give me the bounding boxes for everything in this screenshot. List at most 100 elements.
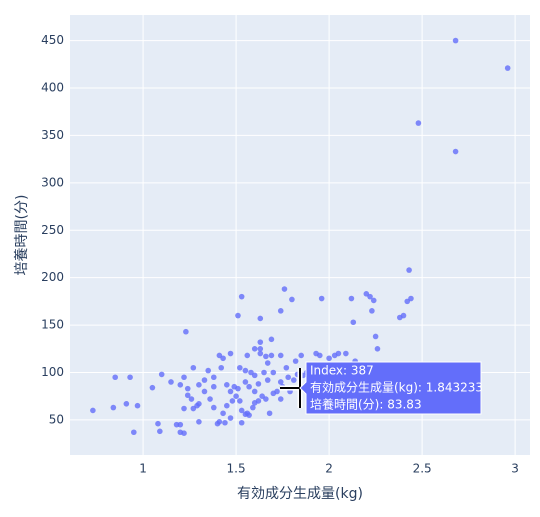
x-tick-label: 3 <box>511 462 519 476</box>
point <box>298 352 305 359</box>
point <box>277 379 284 385</box>
point <box>374 345 381 352</box>
point <box>177 421 184 428</box>
points <box>90 37 511 436</box>
point <box>348 295 355 302</box>
hover-text: Index: 387 <box>310 364 374 378</box>
point <box>367 293 373 300</box>
point <box>214 420 221 427</box>
point <box>127 374 133 381</box>
point <box>205 367 212 374</box>
point <box>90 407 96 414</box>
x-tick-label: 2.5 <box>413 462 432 476</box>
point <box>326 355 332 362</box>
hover-text: 有効成分生成量(kg): 1.843233 <box>310 380 483 395</box>
y-tick-label: 200 <box>41 270 64 284</box>
point <box>283 364 290 371</box>
point <box>251 372 258 379</box>
x-tick-label: 1 <box>139 462 147 476</box>
point <box>220 410 226 417</box>
point <box>220 355 226 362</box>
point <box>268 352 275 359</box>
hover-text: 培養時間(分): 83.83 <box>310 397 422 412</box>
point <box>255 381 262 387</box>
y-tick-label: 100 <box>41 365 64 379</box>
point <box>370 297 377 304</box>
y-tick-label: 350 <box>41 128 64 142</box>
point <box>168 379 174 385</box>
point <box>318 295 325 302</box>
point <box>131 429 137 436</box>
y-tick-label: 250 <box>41 223 64 237</box>
hover-box <box>299 361 482 415</box>
point <box>244 352 251 359</box>
point <box>177 382 184 388</box>
point <box>183 328 189 335</box>
point <box>134 402 141 409</box>
y-tick-label: 450 <box>41 33 64 47</box>
point <box>251 388 258 395</box>
point <box>404 298 411 305</box>
x-axis-title: 有効成分生成量(kg) <box>237 486 363 502</box>
point <box>201 388 208 395</box>
point <box>224 402 230 409</box>
point <box>188 396 195 402</box>
hover-label: Index: 387 有効成分生成量(kg): 1.843233 培養時間(分)… <box>299 361 483 415</box>
point <box>246 383 252 390</box>
point <box>263 396 269 402</box>
point <box>285 374 291 381</box>
y-axis-title: 培養時間(分) <box>13 195 30 276</box>
point <box>255 398 262 404</box>
point <box>233 393 239 400</box>
point <box>227 350 234 357</box>
point <box>257 345 264 352</box>
point <box>149 384 156 391</box>
point <box>263 353 269 360</box>
point <box>261 369 267 376</box>
point <box>237 364 243 371</box>
point <box>238 419 245 426</box>
point <box>207 396 213 402</box>
point <box>266 410 273 417</box>
point <box>196 382 202 388</box>
point <box>158 371 165 378</box>
point <box>369 308 375 314</box>
point <box>155 420 161 427</box>
point <box>277 308 284 314</box>
y-tick-label: 300 <box>41 175 64 189</box>
point <box>190 364 197 371</box>
point <box>184 392 191 399</box>
point <box>257 350 264 357</box>
point <box>224 382 230 388</box>
point <box>242 367 249 374</box>
point <box>110 404 117 411</box>
point <box>210 374 217 381</box>
point <box>246 412 252 418</box>
point <box>210 383 217 390</box>
point <box>235 312 241 319</box>
point <box>270 369 277 376</box>
point <box>289 296 295 303</box>
x-tick-label: 2 <box>325 462 333 476</box>
y-tick-label: 150 <box>41 318 64 332</box>
point <box>452 148 459 155</box>
point <box>251 345 258 352</box>
point <box>201 377 208 383</box>
point <box>196 419 202 425</box>
point <box>222 419 228 426</box>
point <box>181 430 187 436</box>
point <box>264 377 271 383</box>
point <box>277 352 284 359</box>
point <box>229 398 236 404</box>
point <box>218 364 225 371</box>
point <box>274 388 280 395</box>
y-tick-label: 50 <box>49 412 64 426</box>
point <box>268 336 275 343</box>
point <box>372 333 379 340</box>
point <box>184 385 191 392</box>
point <box>343 350 349 357</box>
point <box>194 402 200 409</box>
point <box>257 339 264 345</box>
point <box>277 396 284 402</box>
